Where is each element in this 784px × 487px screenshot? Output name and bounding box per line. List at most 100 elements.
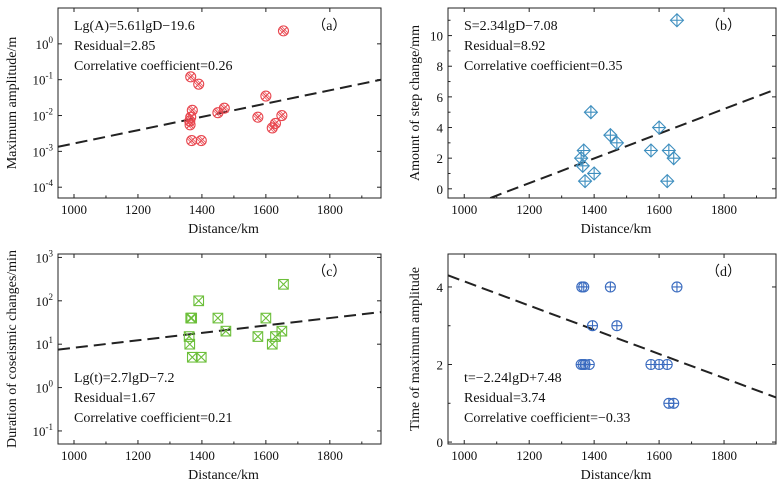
data-point-14: [278, 278, 289, 290]
series-points: [573, 12, 685, 189]
data-point-7: [609, 135, 625, 151]
annotation-block: t=−2.24lgD+7.48 Residual=3.74 Correlative …: [464, 371, 630, 426]
panel-label: （b）: [706, 18, 741, 34]
data-point-3: [577, 173, 593, 189]
fit-line: [58, 78, 381, 148]
data-point-14: [671, 281, 683, 293]
data-point-13: [269, 117, 282, 130]
x-tick-label: 1000: [61, 202, 87, 217]
data-point-9: [651, 120, 667, 135]
data-point-12: [270, 331, 281, 342]
x-tick-label: 1400: [189, 448, 215, 463]
x-tick-label: 1600: [646, 202, 672, 217]
y-tick-label: 10-4: [33, 178, 54, 195]
x-tick-label: 1800: [317, 448, 343, 463]
annotation-line: Correlative coefficient=0.35: [464, 59, 622, 74]
annotation-block: S=2.34lgD−7.08 Residual=8.92 Correlative c…: [464, 19, 622, 74]
data-point-10: [659, 173, 675, 189]
data-point-1: [575, 158, 591, 174]
x-tick-label: 1000: [451, 448, 477, 463]
annotation-line: Residual=2.85: [74, 39, 155, 54]
panel-d: 1000 1200 1400 1600 1800 0 2 4 Distance/km Time o…: [408, 253, 777, 483]
x-tick-label: 1800: [711, 202, 737, 217]
y-tick-label: 2: [437, 151, 444, 166]
y-tick-label: 102: [36, 292, 54, 309]
data-point-11: [661, 358, 673, 371]
y-axis-title: Amount of step change/mm: [408, 25, 423, 181]
panel-b: 1000 1200 1400 1600 1800 0 2 4 6 8 10 Distance/km Am…: [408, 7, 777, 237]
annotation-block: Lg(t)=2.7lgD−7.2 Residual=1.67 Correlative…: [74, 371, 232, 426]
x-axis-title: Distance/km: [188, 468, 259, 483]
data-point-5: [186, 135, 198, 147]
data-point-1: [184, 338, 196, 350]
y-axis-title: Duration of coseismic changes/min: [5, 250, 20, 448]
data-point-4: [184, 119, 196, 131]
y-tick-label: 0: [437, 182, 444, 197]
data-point-5: [193, 295, 205, 307]
x-tick-label: 1600: [253, 202, 279, 217]
panel-a: 1000 1200 1400 1600 1800 100 10-1 10-2 10-3 10-4 D…: [5, 7, 382, 237]
y-axis-title: Time of maximum amplitude: [408, 267, 423, 431]
fit-line: [58, 311, 381, 351]
annotation-block: Lg(A)=5.61lgD−19.6 Residual=2.85 Correlati…: [74, 19, 232, 74]
data-point-8: [611, 320, 623, 332]
data-point-6: [586, 320, 599, 332]
x-tick-label: 1800: [711, 448, 737, 463]
data-point-5: [586, 166, 602, 181]
data-point-9: [252, 331, 264, 342]
data-point-3: [186, 312, 198, 324]
x-tick-label: 1400: [581, 202, 607, 217]
annotation-line: t=−2.24lgD+7.48: [464, 371, 562, 386]
y-tick-label: 2: [437, 358, 444, 373]
panel-c: 1000 1200 1400 1600 1800 103 102 101 100 10-1 Dist…: [5, 248, 382, 483]
x-tick-label: 1600: [646, 448, 672, 463]
annotation-line: Lg(A)=5.61lgD−19.6: [74, 19, 195, 34]
x-tick-label: 1600: [253, 448, 279, 463]
y-tick-label: 10-2: [33, 107, 54, 124]
data-point-9: [218, 102, 230, 114]
x-tick-label: 1000: [61, 448, 87, 463]
y-tick-label: 4: [437, 121, 444, 136]
data-point-13: [276, 325, 288, 337]
x-tick-label: 1200: [516, 202, 542, 217]
y-tick-label: 103: [36, 248, 54, 265]
plot-frame: [57, 7, 382, 199]
y-tick-label: 100: [36, 35, 54, 52]
data-point-1: [578, 281, 590, 293]
data-point-10: [260, 312, 272, 324]
data-point-13: [668, 397, 680, 409]
panel-label: （c）: [312, 264, 346, 280]
x-tick-label: 1800: [317, 202, 343, 217]
x-tick-label: 1400: [189, 202, 215, 217]
y-tick-label: 6: [437, 90, 444, 105]
y-tick-label: 4: [437, 280, 444, 295]
panel-label: （d）: [706, 264, 741, 280]
series-points: [183, 278, 289, 363]
series-points: [184, 25, 290, 147]
x-tick-label: 1200: [516, 448, 542, 463]
plot-frame: [447, 253, 777, 445]
data-point-11: [260, 90, 272, 102]
annotation-line: S=2.34lgD−7.08: [464, 19, 558, 34]
x-axis-title: Distance/km: [581, 468, 652, 483]
annotation-line: Lg(t)=2.7lgD−7.2: [74, 371, 175, 386]
annotation-line: Residual=8.92: [464, 39, 545, 54]
y-tick-label: 8: [437, 59, 444, 74]
plot-frame: [447, 7, 777, 199]
data-point-7: [604, 281, 616, 293]
data-point-7: [195, 135, 207, 147]
data-point-4: [583, 104, 599, 120]
data-point-6: [193, 78, 205, 90]
data-point-7: [212, 312, 224, 324]
y-tick-label: 10-1: [33, 422, 54, 439]
annotation-line: Residual=3.74: [464, 391, 545, 406]
y-tick-label: 10: [430, 29, 443, 44]
data-point-10: [252, 111, 264, 123]
data-point-0: [185, 71, 197, 83]
data-point-15: [277, 25, 290, 37]
data-point-13: [669, 12, 685, 28]
x-axis-title: Distance/km: [581, 222, 652, 237]
data-point-1: [186, 104, 198, 116]
x-tick-label: 1200: [125, 448, 151, 463]
